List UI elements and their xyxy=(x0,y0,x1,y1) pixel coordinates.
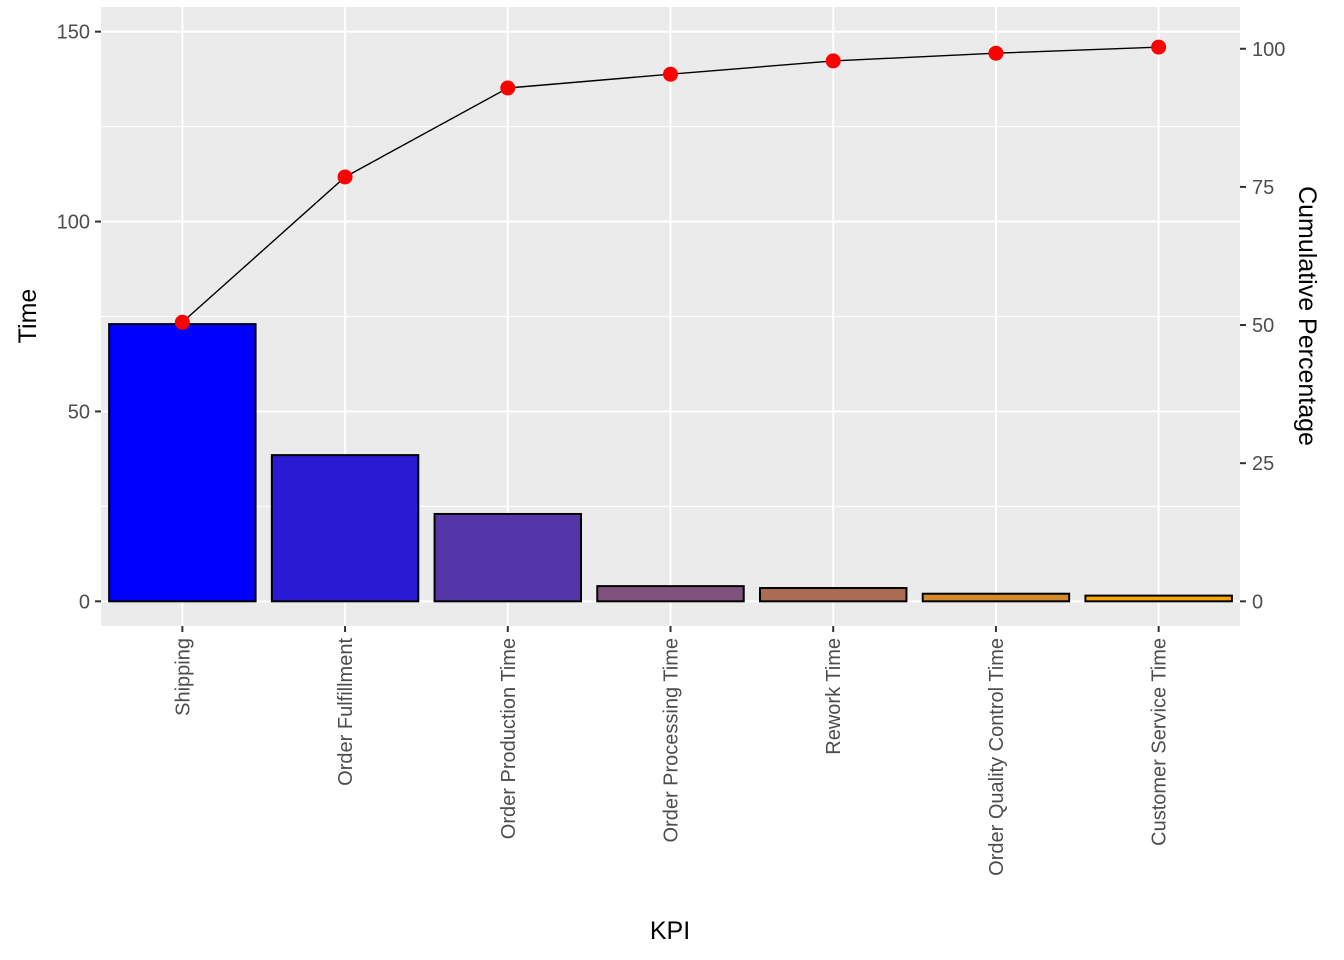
data-point xyxy=(826,53,841,68)
y-tick-label: 100 xyxy=(57,212,90,234)
bar xyxy=(760,588,906,601)
x-tick-label: Rework Time xyxy=(823,638,845,755)
y2-tick-label: 50 xyxy=(1252,315,1274,337)
y-axis-title: Time xyxy=(14,289,42,344)
y-axis-left: 0 50 100 150 xyxy=(57,22,101,614)
data-point xyxy=(175,315,190,330)
y-tick-label: 50 xyxy=(68,401,90,423)
y-axis-right: 0 25 50 75 100 xyxy=(1240,39,1285,614)
data-point xyxy=(338,169,353,184)
x-tick-label: Order Fulfillment xyxy=(335,638,357,786)
x-tick-label: Order Processing Time xyxy=(661,638,683,843)
x-tick-label: Order Production Time xyxy=(498,638,520,839)
bar xyxy=(1085,596,1231,602)
x-axis: Shipping Order Fulfillment Order Productio… xyxy=(172,626,1170,876)
data-point xyxy=(1151,40,1166,55)
y-tick-label: 150 xyxy=(57,22,90,44)
y2-tick-label: 0 xyxy=(1252,591,1263,613)
y2-tick-label: 25 xyxy=(1252,453,1274,475)
y2-tick-label: 100 xyxy=(1252,39,1285,61)
y2-tick-label: 75 xyxy=(1252,177,1274,199)
data-point xyxy=(663,67,678,82)
bar xyxy=(109,324,255,601)
x-tick-label: Customer Service Time xyxy=(1149,638,1171,846)
bar xyxy=(272,455,418,601)
data-point xyxy=(500,81,515,96)
x-tick-label: Order Quality Control Time xyxy=(986,638,1008,876)
bar xyxy=(435,514,581,601)
x-axis-title: KPI xyxy=(650,917,690,945)
bar xyxy=(923,594,1069,602)
bar xyxy=(597,586,743,601)
y2-axis-title: Cumulative Percentage xyxy=(1293,186,1321,446)
x-tick-label: Shipping xyxy=(172,638,194,716)
data-point xyxy=(988,46,1003,61)
y-tick-label: 0 xyxy=(79,591,90,613)
